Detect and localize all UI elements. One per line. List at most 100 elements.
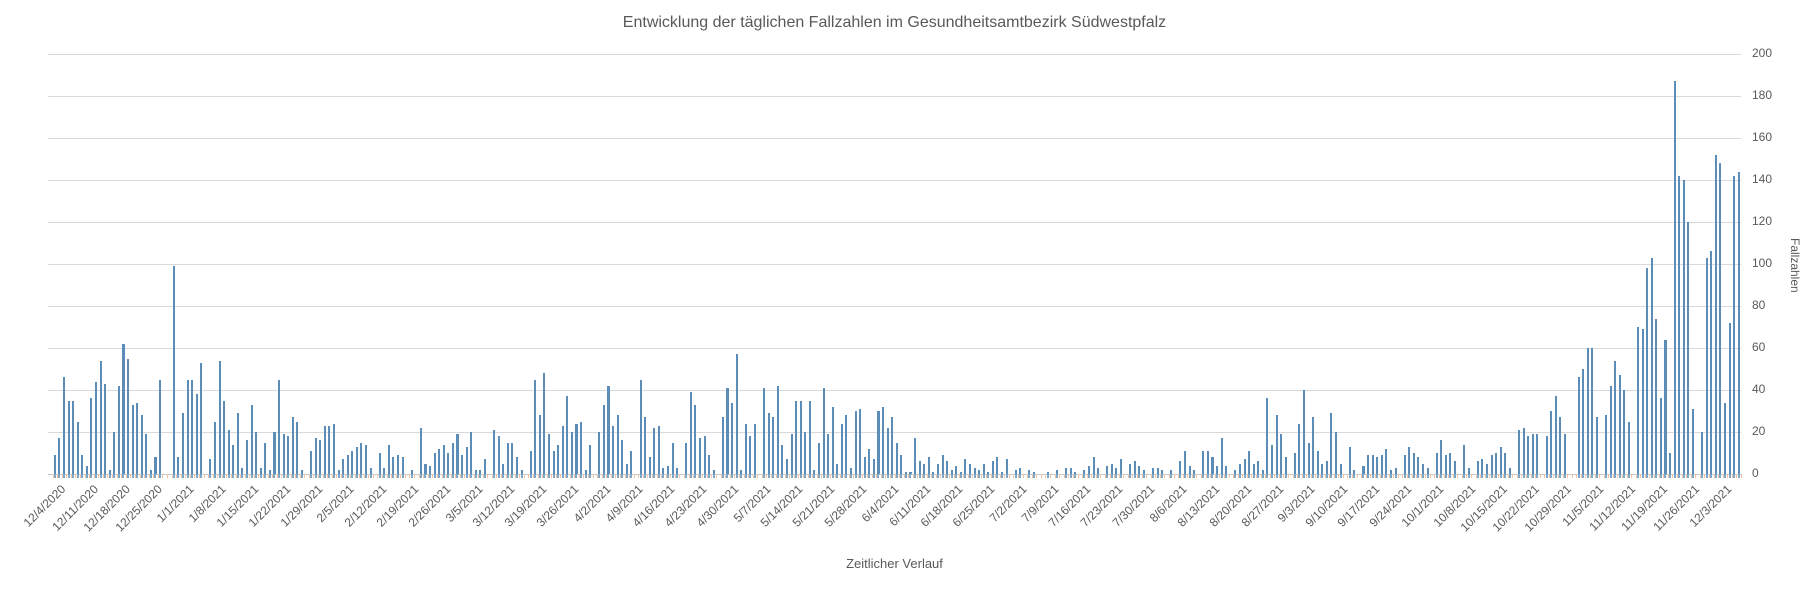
bar bbox=[85, 465, 88, 474]
bar-axis-stub bbox=[1701, 474, 1704, 478]
category-tick bbox=[560, 474, 562, 478]
bar-axis-stub bbox=[712, 474, 715, 478]
bar-axis-stub bbox=[932, 474, 935, 478]
bar-axis-stub bbox=[740, 474, 743, 478]
bar-axis-stub bbox=[941, 474, 944, 478]
bar-axis-stub bbox=[763, 474, 766, 478]
bar bbox=[1714, 154, 1717, 474]
bar bbox=[200, 362, 203, 474]
bar-axis-stub bbox=[1119, 474, 1122, 478]
category-tick bbox=[1681, 474, 1683, 478]
bar bbox=[932, 471, 935, 474]
category-tick bbox=[1086, 474, 1088, 478]
bar bbox=[904, 471, 907, 474]
category-tick bbox=[1118, 474, 1120, 478]
category-tick bbox=[98, 474, 100, 478]
category-tick bbox=[240, 474, 242, 478]
category-tick bbox=[583, 474, 585, 478]
category-tick bbox=[921, 474, 923, 478]
bar bbox=[580, 421, 583, 474]
category-tick bbox=[1580, 474, 1582, 478]
category-tick bbox=[1718, 474, 1720, 478]
category-tick bbox=[1063, 474, 1065, 478]
bar-axis-stub bbox=[685, 474, 688, 478]
y-tick-label: 100 bbox=[1752, 256, 1773, 270]
category-tick bbox=[478, 474, 480, 478]
bar-axis-stub bbox=[708, 474, 711, 478]
bar-axis-stub bbox=[181, 474, 184, 478]
category-tick bbox=[670, 474, 672, 478]
category-tick bbox=[981, 474, 983, 478]
category-tick bbox=[144, 474, 146, 478]
category-tick bbox=[1420, 474, 1422, 478]
category-tick bbox=[1498, 474, 1500, 478]
bar bbox=[159, 379, 162, 474]
category-tick bbox=[1530, 474, 1532, 478]
category-tick bbox=[912, 474, 914, 478]
bar-axis-stub bbox=[456, 474, 459, 478]
bar bbox=[351, 450, 354, 474]
bar bbox=[1000, 471, 1004, 474]
bar-axis-stub bbox=[868, 474, 871, 478]
bar-axis-stub bbox=[149, 474, 152, 478]
bar bbox=[1682, 180, 1685, 474]
category-tick bbox=[1233, 474, 1235, 478]
category-tick bbox=[267, 474, 269, 478]
bar bbox=[177, 457, 180, 474]
bar bbox=[53, 455, 56, 474]
bar bbox=[515, 457, 519, 474]
bar bbox=[1261, 469, 1264, 474]
category-tick bbox=[1516, 474, 1518, 478]
category-tick bbox=[116, 474, 118, 478]
bar bbox=[255, 432, 258, 474]
bar-axis-stub bbox=[1115, 474, 1118, 478]
bar bbox=[538, 415, 541, 474]
category-tick bbox=[1663, 474, 1665, 478]
bar-axis-stub bbox=[474, 474, 477, 478]
bar-axis-stub bbox=[113, 474, 116, 478]
category-tick bbox=[382, 474, 384, 478]
bar bbox=[1385, 448, 1388, 474]
bar bbox=[1170, 469, 1173, 474]
bar-axis-stub bbox=[154, 474, 157, 478]
bar-axis-stub bbox=[1522, 474, 1525, 478]
category-tick bbox=[748, 474, 750, 478]
bar bbox=[566, 396, 569, 474]
category-tick bbox=[656, 474, 658, 478]
category-tick bbox=[789, 474, 791, 478]
bar-axis-stub bbox=[872, 474, 875, 478]
bar bbox=[735, 354, 738, 474]
bar bbox=[355, 446, 358, 474]
bar-axis-stub bbox=[882, 474, 885, 478]
bar-axis-stub bbox=[895, 474, 898, 478]
bar bbox=[1367, 455, 1370, 474]
y-tick-label: 140 bbox=[1752, 172, 1773, 186]
bar bbox=[456, 434, 459, 474]
bar-axis-stub bbox=[1504, 474, 1507, 478]
category-tick bbox=[1512, 474, 1514, 478]
bar bbox=[99, 360, 102, 474]
bar bbox=[1142, 469, 1145, 474]
category-tick bbox=[885, 474, 887, 478]
bar-axis-stub bbox=[557, 474, 560, 478]
bar-axis-stub bbox=[753, 474, 756, 478]
category-tick bbox=[597, 474, 599, 478]
category-tick bbox=[1672, 474, 1674, 478]
category-tick bbox=[455, 474, 457, 478]
category-tick bbox=[436, 474, 438, 478]
category-tick bbox=[1539, 474, 1541, 478]
category-tick bbox=[743, 474, 745, 478]
category-tick bbox=[57, 474, 59, 478]
bar-axis-stub bbox=[877, 474, 880, 478]
bar bbox=[927, 457, 930, 474]
bar-axis-stub bbox=[177, 474, 180, 478]
category-tick bbox=[418, 474, 420, 478]
bar bbox=[1193, 469, 1196, 474]
bar-axis-stub bbox=[589, 474, 592, 478]
bar bbox=[653, 427, 656, 474]
bar bbox=[273, 432, 276, 474]
bar bbox=[1014, 469, 1017, 474]
category-tick bbox=[459, 474, 461, 478]
category-tick bbox=[505, 474, 507, 478]
bar bbox=[1330, 413, 1333, 474]
